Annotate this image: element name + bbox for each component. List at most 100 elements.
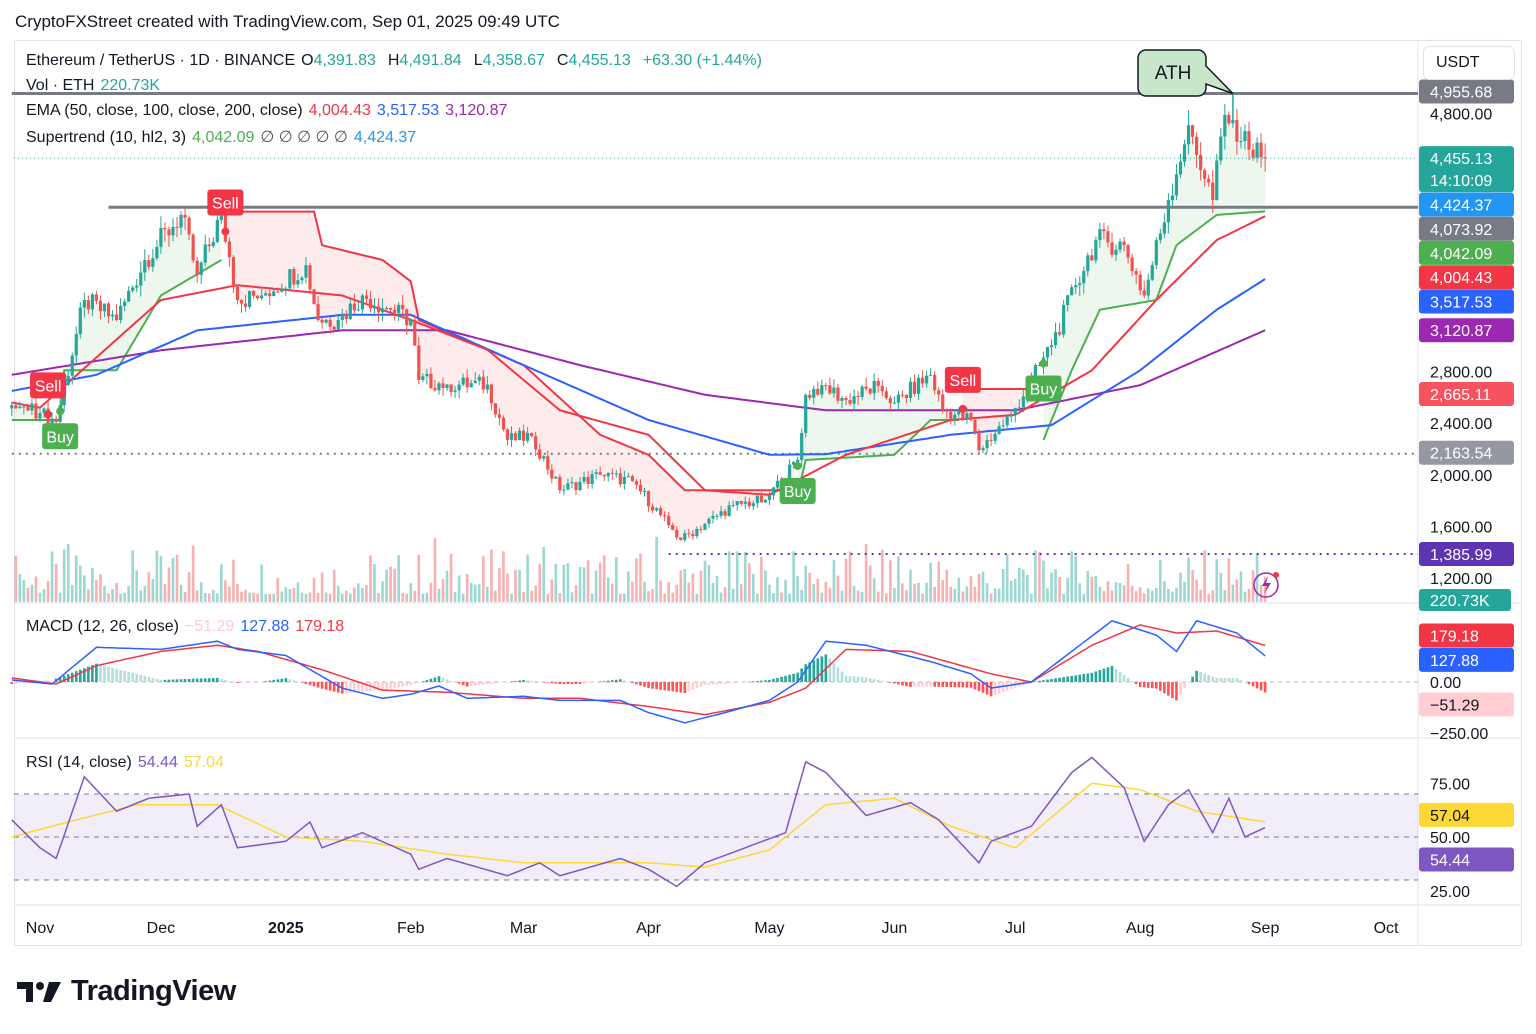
volume-label: Vol · ETH [26,77,95,94]
volume-bar [735,551,739,602]
macd-histogram-bar [199,678,203,682]
volume-bar [1207,593,1210,602]
volume-bar [1159,559,1162,602]
volume-bar [1070,551,1073,602]
candle-body [256,295,260,299]
candle-body [324,319,328,323]
candle-body [1013,407,1017,415]
volume-bar [639,553,642,602]
volume-bar [1191,570,1194,602]
candle-body [916,377,921,394]
candle-body [920,377,925,384]
currency-button[interactable]: USDT [1423,46,1515,80]
volume-bar [606,577,610,602]
volume-bar [183,591,187,602]
macd-histogram-bar [349,682,352,693]
signal-label-bg [1025,375,1062,402]
macd-histogram-bar [578,682,582,685]
candle-body [912,381,917,394]
tradingview-logo[interactable]: TradingView [17,975,236,1008]
ath-annotation[interactable]: ATH [1137,49,1234,97]
volume-bar [441,579,445,602]
macd-histogram-bar [941,682,945,687]
candle-body [880,385,884,392]
volume-bars [14,536,1267,602]
macd-histogram-bar [324,682,328,690]
candle-body [74,334,78,356]
macd-histogram-bar [373,682,376,691]
macd-histogram-bar [1251,682,1255,687]
x-tick-label: Jun [881,920,907,937]
replay-icon[interactable] [1253,572,1279,598]
candle-body [812,388,816,398]
candle-body [945,410,949,412]
macd-histogram-bar [756,681,759,682]
macd-histogram-bar [389,682,392,689]
candle-body [123,301,127,306]
macd-histogram-bar [58,677,62,682]
volume-bar [264,593,267,602]
macd-histogram-bar [703,682,707,686]
candle-body [348,303,352,320]
price-tick-label: 1,200.00 [1430,571,1492,588]
candle-body [143,260,147,273]
volume-bar [1050,572,1053,602]
macd-histogram-bar [1255,682,1259,689]
macd-histogram-bar [1146,682,1150,688]
candle-body [127,290,131,302]
candle-body [18,406,22,409]
macd-histogram-bar [631,682,634,684]
candle-body [707,518,711,524]
volume-bar [304,593,308,602]
horizontal-levels[interactable] [11,92,1418,556]
volume-bar [91,567,94,602]
ema-label: EMA (50, close, 100, close, 200, close) [26,102,303,119]
candle-body [622,476,626,485]
volume-bar [421,593,425,602]
candle-body [171,226,175,236]
volume-bar [1017,567,1021,602]
volume-bar [1009,580,1013,602]
macd-histogram-bar [490,682,493,684]
volume-bar [610,583,614,602]
ema-legend[interactable]: EMA (50, close, 100, close, 200, close) 4… [26,102,513,120]
ema200-line [11,329,1266,412]
symbol-legend[interactable]: Ethereum / TetherUS · 1D · BINANCE O4,391… [26,52,768,70]
candle-body [300,277,304,281]
macd-histogram-bar [655,682,658,690]
volume-bar [905,590,908,602]
volume-bar [171,557,175,602]
volume-bar [46,580,50,602]
macd-histogram-bar [880,680,884,682]
supertrend-legend[interactable]: Supertrend (10, hl2, 3) 4,042.09 ∅ ∅ ∅ ∅ ∅… [26,127,422,147]
volume-bar [151,579,155,602]
volume-bar [1199,589,1202,602]
volume-bar [868,565,872,602]
volume-bar [429,582,433,602]
macd-histogram-bar [570,682,574,685]
candle-body [606,472,610,477]
volume-bar [107,593,110,602]
price-badge [1419,216,1514,241]
price-badges: 4,955.68 4,455.13 14:10:09 4,424.37 4,073.92… [1419,79,1514,872]
macd-histogram-bar [836,667,840,682]
rsi-legend[interactable]: RSI (14, close) 54.44 57.04 [26,754,230,772]
volume-bar [901,583,904,602]
volume-bar [594,570,598,602]
macd-histogram-bar [905,682,908,687]
macd-histogram-bar [91,665,94,682]
volume-bar [647,591,650,602]
volume-bar [1231,584,1235,602]
volume-bar [353,587,356,602]
volume-legend[interactable]: Vol · ETH 220.73K [26,77,166,95]
candle-body [155,246,159,259]
candle-body [1138,274,1142,291]
macd-histogram-bar [445,679,449,682]
candle-body [380,308,385,313]
price-badge-label: 4,955.68 [1430,85,1492,102]
rsi-tick-label: 50.00 [1430,830,1470,847]
macd-histogram-bar [26,682,30,684]
macd-legend[interactable]: MACD (12, 26, close) −51.29 127.88 179.18 [26,618,350,636]
volume-bar [469,582,473,602]
